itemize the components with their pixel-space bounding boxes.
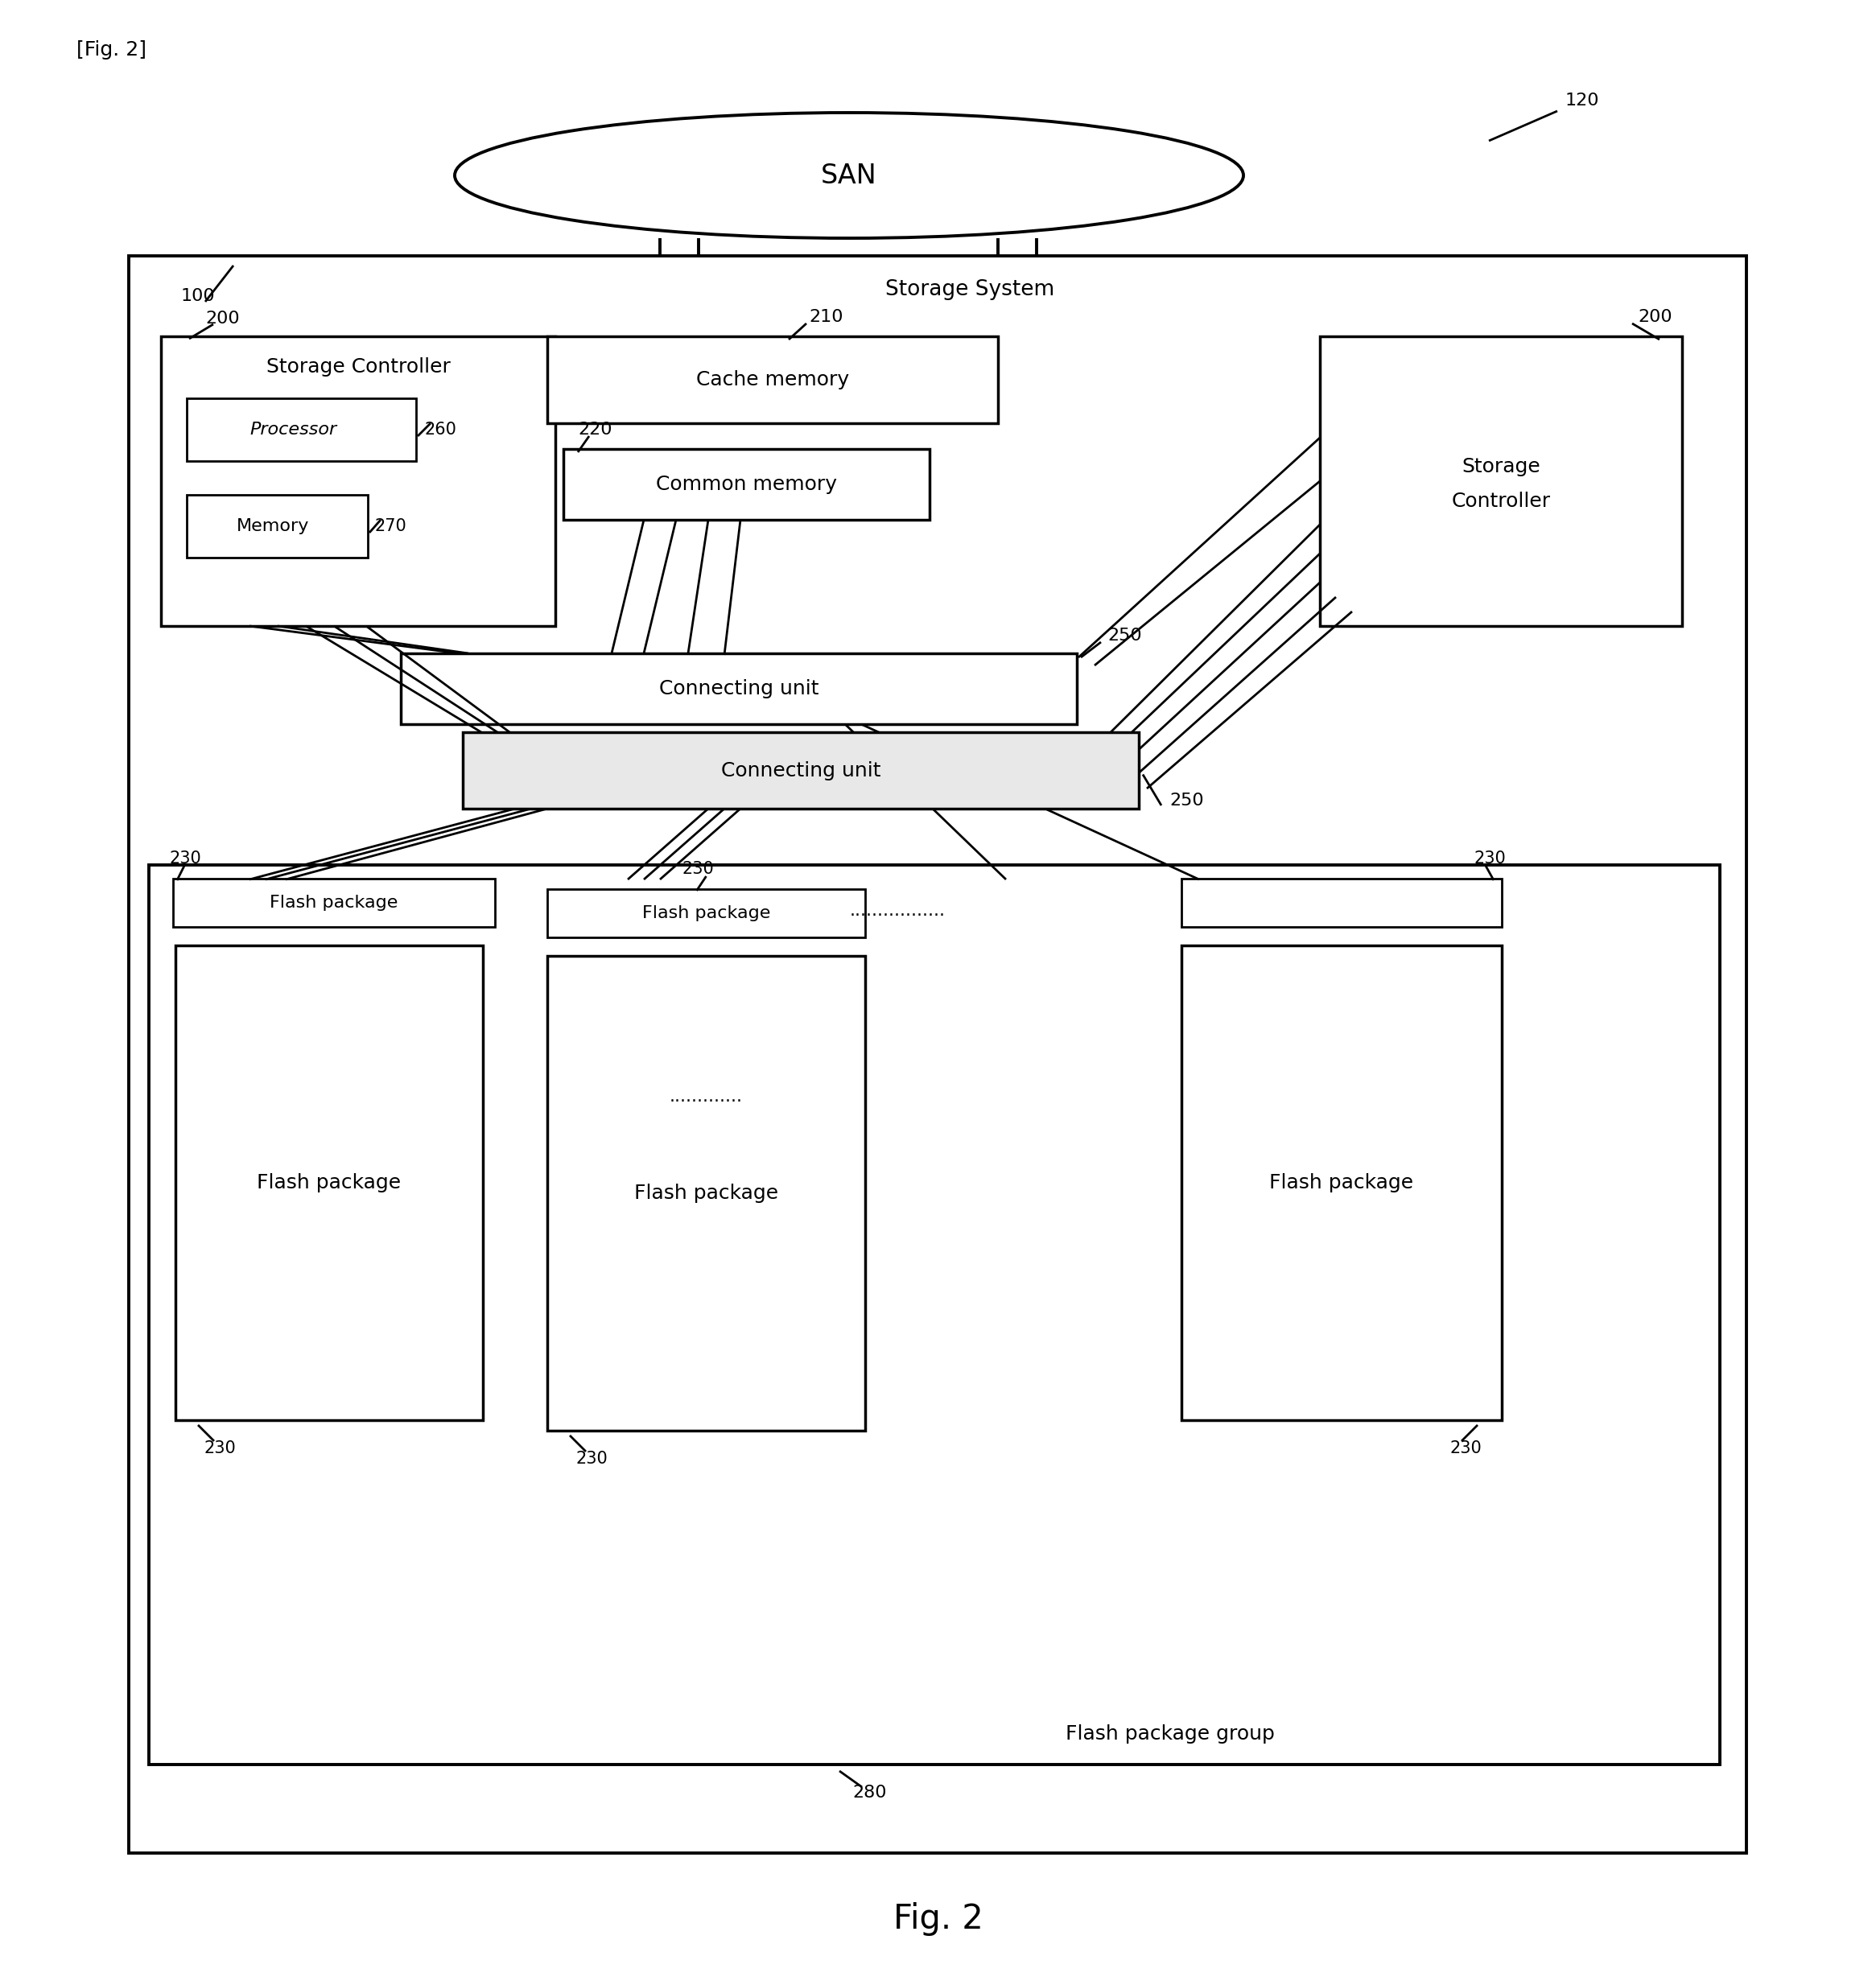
Bar <box>555 965 874 1439</box>
Bar <box>129 256 1747 1854</box>
Text: 270: 270 <box>375 518 407 534</box>
Bar <box>1189 955 1510 1429</box>
Bar <box>193 963 501 1437</box>
Text: Connecting unit: Connecting unit <box>720 760 880 780</box>
Text: 230: 230 <box>1450 1441 1482 1457</box>
Text: 200: 200 <box>1638 310 1672 326</box>
Text: .................: ................. <box>850 903 946 919</box>
Bar <box>148 865 1720 1765</box>
Bar <box>1321 335 1683 625</box>
Text: 200: 200 <box>204 310 240 328</box>
Text: Storage Controller: Storage Controller <box>266 357 450 377</box>
Text: 260: 260 <box>424 421 456 439</box>
Text: 210: 210 <box>809 310 842 326</box>
Bar <box>184 955 492 1429</box>
Text: 280: 280 <box>854 1785 887 1800</box>
Bar <box>548 889 865 937</box>
Text: Flash package: Flash package <box>634 1183 779 1203</box>
Bar <box>548 335 998 423</box>
Text: 120: 120 <box>1565 93 1600 109</box>
Bar <box>401 653 1077 725</box>
Text: 250: 250 <box>1169 792 1204 808</box>
Text: 230: 230 <box>169 850 201 867</box>
Text: Common memory: Common memory <box>657 474 837 494</box>
Text: Controller: Controller <box>1452 492 1550 510</box>
Bar <box>176 945 482 1419</box>
Text: Fig. 2: Fig. 2 <box>893 1902 983 1935</box>
Bar <box>563 449 929 520</box>
Bar <box>1182 945 1503 1419</box>
Text: Flash package: Flash package <box>642 905 771 921</box>
Text: 230: 230 <box>683 861 715 877</box>
Text: Storage: Storage <box>1461 457 1540 476</box>
Text: 100: 100 <box>182 288 216 304</box>
Text: 230: 230 <box>1475 850 1506 867</box>
Text: Connecting unit: Connecting unit <box>658 679 818 699</box>
Ellipse shape <box>454 113 1244 238</box>
Text: Memory: Memory <box>236 518 310 534</box>
Text: 220: 220 <box>578 421 612 439</box>
Text: Processor: Processor <box>250 421 338 439</box>
Text: Flash package: Flash package <box>1270 1173 1415 1193</box>
Text: Flash package group: Flash package group <box>1066 1725 1274 1743</box>
Bar <box>565 973 884 1449</box>
Bar <box>463 732 1139 808</box>
Bar <box>161 335 555 625</box>
Bar <box>548 957 865 1431</box>
Bar <box>188 399 416 461</box>
Text: Flash package: Flash package <box>270 895 398 911</box>
Text: 230: 230 <box>204 1441 236 1457</box>
Text: .............: ............. <box>670 1088 743 1106</box>
Text: Flash package: Flash package <box>257 1173 401 1193</box>
Bar <box>173 879 495 927</box>
Text: 230: 230 <box>576 1451 608 1467</box>
Text: [Fig. 2]: [Fig. 2] <box>77 40 146 60</box>
Text: SAN: SAN <box>822 163 878 189</box>
Text: 250: 250 <box>1107 627 1142 643</box>
Text: Cache memory: Cache memory <box>696 369 850 389</box>
Text: Storage System: Storage System <box>885 280 1054 300</box>
Bar <box>1199 963 1520 1437</box>
Bar <box>1182 879 1503 927</box>
Bar <box>188 494 368 558</box>
